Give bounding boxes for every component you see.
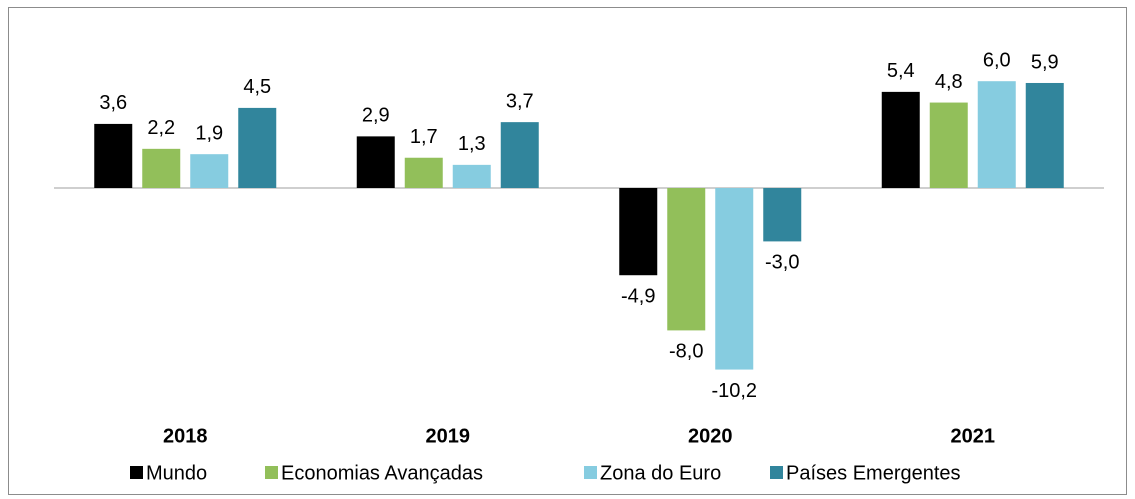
legend-swatch: [265, 466, 278, 479]
value-label: 5,9: [1031, 51, 1059, 73]
legend-swatch: [584, 466, 597, 479]
legend-swatch: [770, 466, 783, 479]
value-label: 5,4: [887, 60, 915, 82]
bar: [404, 157, 443, 188]
value-label: -3,0: [765, 252, 799, 274]
value-label: 4,5: [243, 76, 271, 98]
legend-label: Economias Avançadas: [281, 462, 483, 484]
bar: [452, 164, 491, 188]
legend-swatch: [130, 466, 143, 479]
value-label: 3,6: [99, 92, 127, 114]
value-label: 1,7: [410, 126, 438, 148]
value-label: 4,8: [935, 71, 963, 93]
bar: [619, 188, 658, 276]
bar: [977, 81, 1016, 188]
x-tick-label: 2018: [163, 425, 208, 447]
value-label: 1,9: [195, 122, 223, 144]
x-tick-label: 2021: [951, 425, 996, 447]
legend-label: Mundo: [146, 462, 207, 484]
x-tick-label: 2019: [426, 425, 471, 447]
value-label: -8,0: [669, 341, 703, 363]
legend-label: Zona do Euro: [600, 462, 721, 484]
value-label: 6,0: [983, 49, 1011, 71]
bar: [881, 91, 920, 188]
bar: [238, 107, 277, 188]
bar: [929, 102, 968, 188]
bar: [763, 188, 802, 242]
bar: [142, 148, 181, 188]
value-label: 2,9: [362, 105, 390, 127]
bar: [667, 188, 706, 331]
bar: [356, 136, 395, 188]
bar: [715, 188, 754, 370]
legend-label: Países Emergentes: [786, 462, 961, 484]
bar: [94, 123, 133, 188]
x-tick-label: 2020: [688, 425, 733, 447]
bar: [500, 122, 539, 188]
value-label: 2,2: [147, 117, 175, 139]
bar: [1025, 82, 1064, 188]
bar: [190, 154, 229, 188]
value-label: -10,2: [711, 380, 757, 402]
value-label: 3,7: [506, 90, 534, 112]
frame: [8, 7, 1127, 495]
value-label: -4,9: [621, 286, 655, 308]
value-label: 1,3: [458, 133, 486, 155]
